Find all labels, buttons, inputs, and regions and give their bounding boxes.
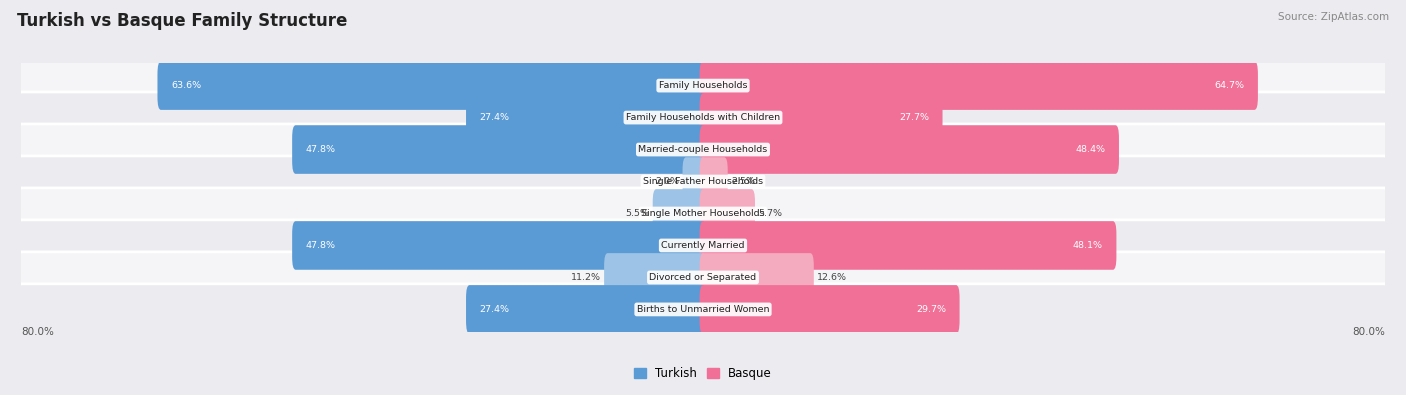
Text: Married-couple Households: Married-couple Households [638, 145, 768, 154]
Text: 27.7%: 27.7% [898, 113, 929, 122]
FancyBboxPatch shape [605, 253, 706, 302]
FancyBboxPatch shape [18, 60, 1388, 111]
FancyBboxPatch shape [18, 188, 1388, 239]
FancyBboxPatch shape [700, 93, 942, 142]
FancyBboxPatch shape [465, 93, 706, 142]
FancyBboxPatch shape [652, 189, 706, 238]
Text: 2.5%: 2.5% [731, 177, 755, 186]
FancyBboxPatch shape [157, 61, 706, 110]
Text: 2.0%: 2.0% [655, 177, 679, 186]
FancyBboxPatch shape [700, 285, 959, 334]
FancyBboxPatch shape [292, 125, 706, 174]
FancyBboxPatch shape [292, 221, 706, 270]
Text: 5.7%: 5.7% [758, 209, 782, 218]
FancyBboxPatch shape [700, 253, 814, 302]
Text: 29.7%: 29.7% [915, 305, 946, 314]
FancyBboxPatch shape [18, 156, 1388, 207]
Text: 5.5%: 5.5% [626, 209, 650, 218]
FancyBboxPatch shape [700, 221, 1116, 270]
Text: Single Father Households: Single Father Households [643, 177, 763, 186]
Text: 47.8%: 47.8% [305, 241, 336, 250]
FancyBboxPatch shape [700, 157, 728, 206]
FancyBboxPatch shape [682, 157, 706, 206]
Text: Single Mother Households: Single Mother Households [641, 209, 765, 218]
FancyBboxPatch shape [18, 284, 1388, 335]
Text: Births to Unmarried Women: Births to Unmarried Women [637, 305, 769, 314]
Text: Family Households with Children: Family Households with Children [626, 113, 780, 122]
Text: 48.1%: 48.1% [1073, 241, 1102, 250]
Text: Divorced or Separated: Divorced or Separated [650, 273, 756, 282]
FancyBboxPatch shape [700, 189, 755, 238]
Legend: Turkish, Basque: Turkish, Basque [630, 363, 776, 385]
Text: 27.4%: 27.4% [479, 305, 509, 314]
Text: 64.7%: 64.7% [1215, 81, 1244, 90]
Text: 47.8%: 47.8% [305, 145, 336, 154]
Text: 80.0%: 80.0% [21, 327, 53, 337]
Text: 48.4%: 48.4% [1076, 145, 1105, 154]
Text: 27.4%: 27.4% [479, 113, 509, 122]
FancyBboxPatch shape [18, 124, 1388, 175]
Text: Currently Married: Currently Married [661, 241, 745, 250]
Text: 80.0%: 80.0% [1353, 327, 1385, 337]
FancyBboxPatch shape [700, 61, 1258, 110]
Text: Source: ZipAtlas.com: Source: ZipAtlas.com [1278, 12, 1389, 22]
Text: Turkish vs Basque Family Structure: Turkish vs Basque Family Structure [17, 12, 347, 30]
FancyBboxPatch shape [465, 285, 706, 334]
Text: Family Households: Family Households [659, 81, 747, 90]
Text: 11.2%: 11.2% [571, 273, 600, 282]
Text: 63.6%: 63.6% [172, 81, 201, 90]
FancyBboxPatch shape [18, 220, 1388, 271]
FancyBboxPatch shape [18, 92, 1388, 143]
FancyBboxPatch shape [18, 252, 1388, 303]
Text: 12.6%: 12.6% [817, 273, 848, 282]
FancyBboxPatch shape [700, 125, 1119, 174]
